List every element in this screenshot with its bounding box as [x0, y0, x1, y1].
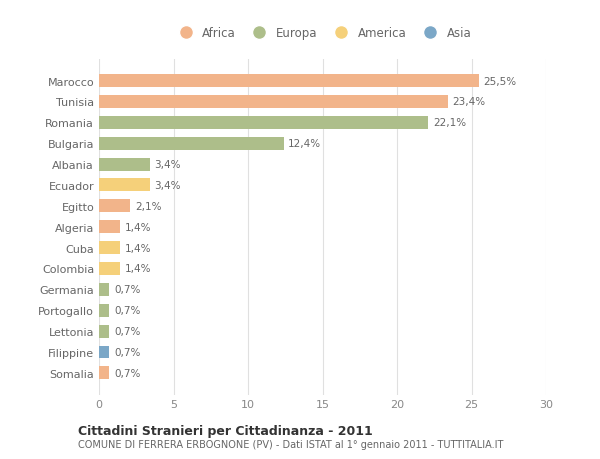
- Text: 0,7%: 0,7%: [114, 285, 140, 295]
- Bar: [99, 304, 109, 317]
- Bar: [99, 221, 120, 234]
- Bar: [99, 241, 120, 254]
- Text: 23,4%: 23,4%: [452, 97, 485, 107]
- Text: 1,4%: 1,4%: [124, 243, 151, 253]
- Text: 0,7%: 0,7%: [114, 368, 140, 378]
- Bar: [99, 96, 448, 109]
- Text: Cittadini Stranieri per Cittadinanza - 2011: Cittadini Stranieri per Cittadinanza - 2…: [78, 424, 373, 437]
- Bar: [99, 367, 109, 380]
- Text: 2,1%: 2,1%: [135, 202, 161, 211]
- Text: 0,7%: 0,7%: [114, 326, 140, 336]
- Bar: [99, 158, 149, 171]
- Bar: [99, 75, 479, 88]
- Text: 3,4%: 3,4%: [154, 160, 181, 170]
- Bar: [99, 200, 130, 213]
- Text: 3,4%: 3,4%: [154, 180, 181, 190]
- Text: 25,5%: 25,5%: [484, 76, 517, 86]
- Bar: [99, 283, 109, 296]
- Legend: Africa, Europa, America, Asia: Africa, Europa, America, Asia: [169, 22, 476, 45]
- Bar: [99, 346, 109, 358]
- Text: 0,7%: 0,7%: [114, 306, 140, 315]
- Text: 0,7%: 0,7%: [114, 347, 140, 357]
- Text: 1,4%: 1,4%: [124, 222, 151, 232]
- Text: 22,1%: 22,1%: [433, 118, 466, 128]
- Bar: [99, 117, 428, 129]
- Bar: [99, 137, 284, 151]
- Text: 1,4%: 1,4%: [124, 264, 151, 274]
- Bar: [99, 263, 120, 275]
- Text: COMUNE DI FERRERA ERBOGNONE (PV) - Dati ISTAT al 1° gennaio 2011 - TUTTITALIA.IT: COMUNE DI FERRERA ERBOGNONE (PV) - Dati …: [78, 440, 503, 449]
- Text: 12,4%: 12,4%: [288, 139, 322, 149]
- Bar: [99, 325, 109, 338]
- Bar: [99, 179, 149, 192]
